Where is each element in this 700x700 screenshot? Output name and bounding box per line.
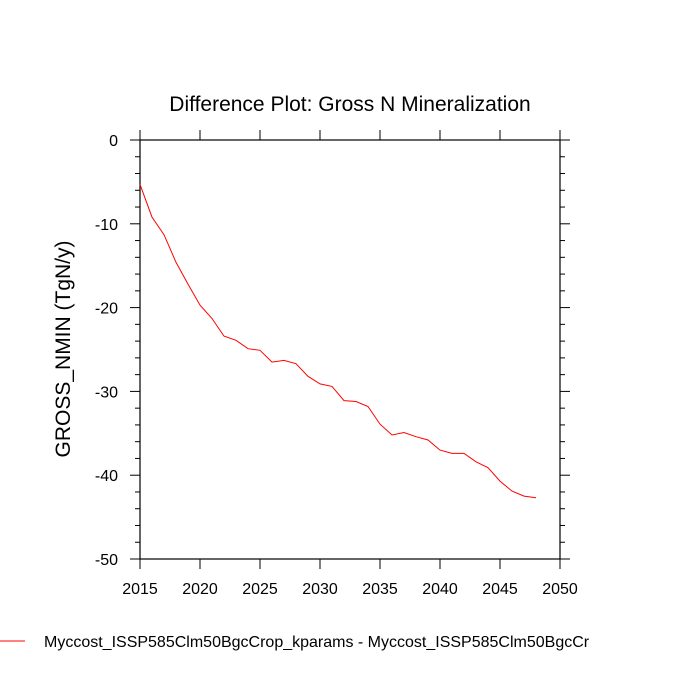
x-tick-label: 2040 [422, 581, 458, 598]
x-tick-label: 2050 [542, 581, 578, 598]
x-tick-label: 2025 [242, 581, 278, 598]
x-tick-label: 2045 [482, 581, 518, 598]
x-tick-label: 2035 [362, 581, 398, 598]
y-tick-label: -30 [95, 384, 118, 401]
plot-lines [139, 184, 537, 499]
y-tick-label: -50 [95, 552, 118, 569]
axes [139, 139, 561, 560]
y-tick-label: -40 [95, 468, 118, 485]
x-tick-label: 2030 [302, 581, 338, 598]
legend-label: Myccost_ISSP585Clm50BgcCrop_kparams - My… [44, 634, 590, 651]
series-line [139, 184, 537, 499]
y-tick-label: -20 [95, 301, 118, 318]
x-tick-label: 2020 [182, 581, 218, 598]
legend: Myccost_ISSP585Clm50BgcCrop_kparams - My… [0, 634, 590, 651]
plot-frame [139, 139, 561, 560]
x-tick-label: 2015 [122, 581, 158, 598]
y-tick-label: 0 [109, 133, 118, 150]
chart-title: Difference Plot: Gross N Mineralization [169, 93, 530, 116]
ticks: 2015 2020 2025 2030 2035 2040 2045 2050 0 -10 -20 -… [95, 130, 578, 598]
y-tick-label: -10 [95, 217, 118, 234]
y-axis-label: GROSS_NMIN (TgN/y) [52, 240, 75, 457]
